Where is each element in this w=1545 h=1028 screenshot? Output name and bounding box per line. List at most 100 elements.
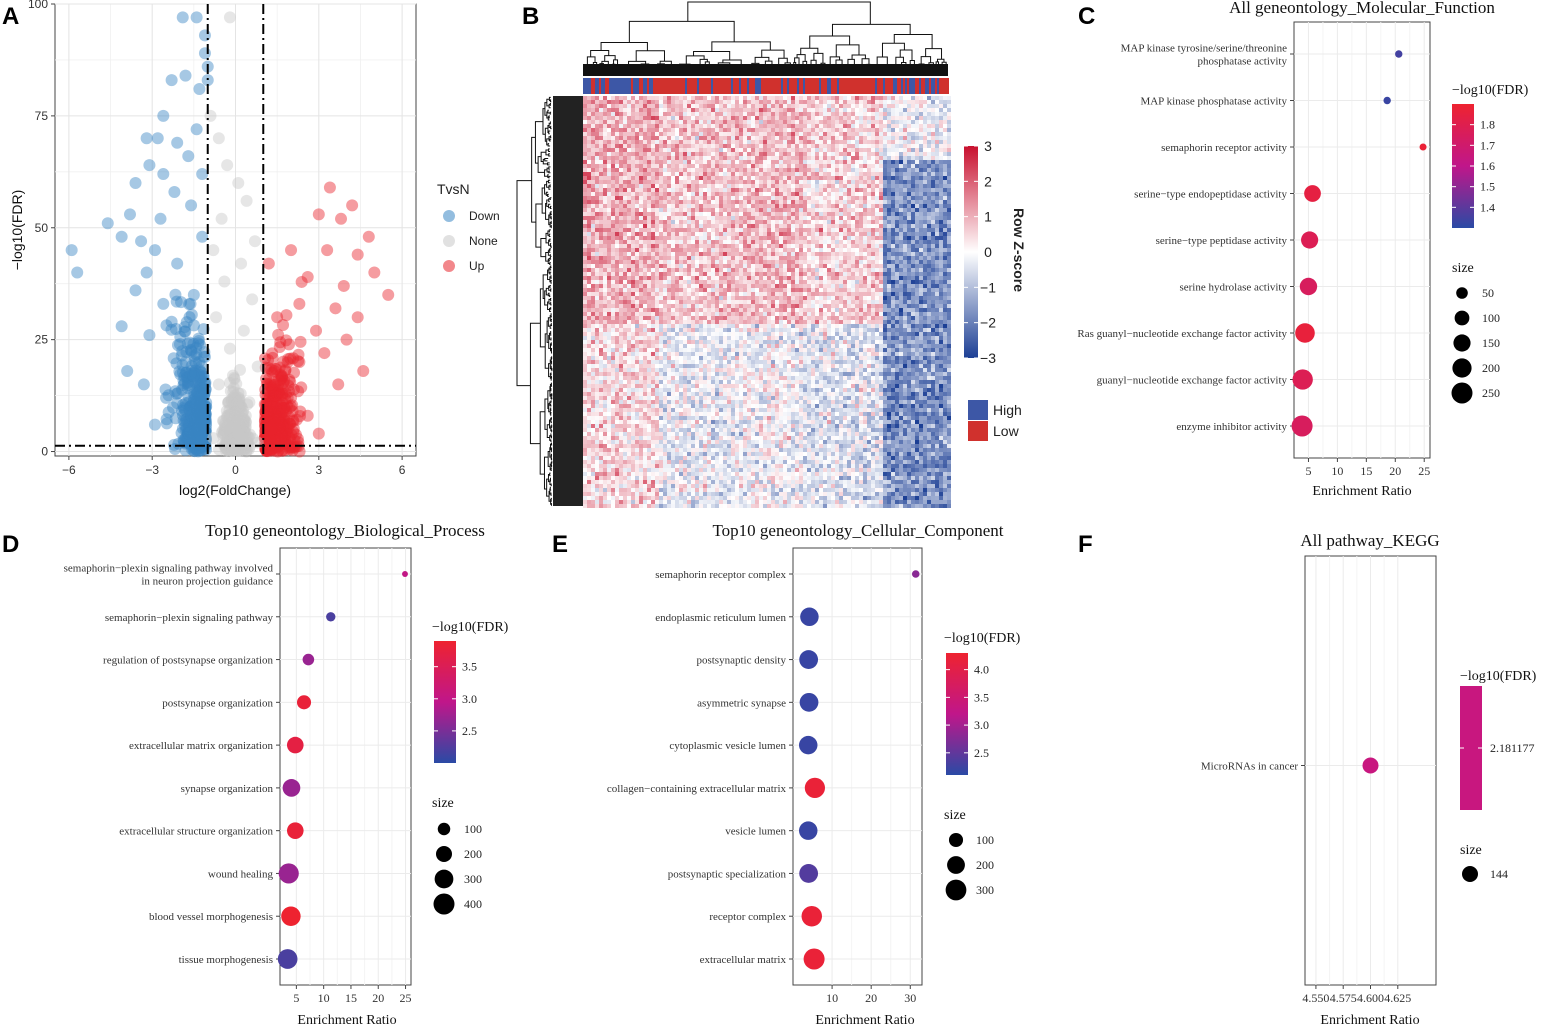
heatmap-cell	[599, 392, 603, 396]
volcano-point-none	[204, 109, 217, 122]
heatmap-cell	[635, 192, 639, 196]
heatmap-cell	[671, 464, 675, 468]
heatmap-cell	[687, 220, 691, 224]
heatmap-cell	[663, 140, 667, 144]
heatmap-cell	[675, 440, 679, 444]
heatmap-cell	[659, 248, 663, 252]
heatmap-cell	[623, 272, 627, 276]
heatmap-cell	[659, 256, 663, 260]
annotation-cell	[603, 78, 605, 94]
heatmap-cell	[695, 120, 699, 124]
heatmap-cell	[671, 500, 675, 504]
heatmap-cell	[687, 212, 691, 216]
heatmap-cell	[667, 240, 671, 244]
annotation-cell	[817, 78, 819, 94]
volcano-point-none	[236, 407, 249, 420]
heatmap-cell	[663, 444, 667, 448]
heatmap-cell	[587, 136, 591, 140]
volcano-point-none	[231, 438, 244, 451]
annotation-cell	[715, 78, 717, 94]
heatmap-cell	[615, 152, 619, 156]
heatmap-cell	[639, 436, 643, 440]
volcano-point-none	[230, 432, 243, 445]
heatmap-cell	[647, 420, 651, 424]
heatmap-cell	[607, 408, 611, 412]
heatmap-cell	[615, 144, 619, 148]
volcano-point-down	[194, 441, 207, 454]
heatmap-cell	[647, 240, 651, 244]
heatmap-cell	[583, 188, 587, 192]
heatmap-cell	[675, 460, 679, 464]
heatmap-cell	[687, 228, 691, 232]
heatmap-cell	[695, 220, 699, 224]
dendrogram-leaves	[583, 64, 948, 76]
heatmap-cell	[691, 392, 695, 396]
volcano-point-down	[197, 434, 210, 447]
heatmap-cell	[643, 460, 647, 464]
heatmap-cell	[603, 284, 607, 288]
heatmap-cell	[679, 252, 683, 256]
heatmap-cell	[655, 136, 659, 140]
heatmap-cell	[647, 348, 651, 352]
heatmap-cell	[631, 424, 635, 428]
heatmap-cell	[583, 116, 587, 120]
heatmap-cell	[623, 436, 627, 440]
heatmap-cell	[595, 204, 599, 208]
heatmap-cell	[695, 404, 699, 408]
heatmap-cell	[615, 356, 619, 360]
heatmap-cell	[663, 156, 667, 160]
heatmap-cell	[695, 368, 699, 372]
heatmap-cell	[587, 436, 591, 440]
heatmap-cell	[583, 176, 587, 180]
heatmap-cell	[655, 348, 659, 352]
heatmap-cell	[655, 260, 659, 264]
heatmap-cell	[643, 336, 647, 340]
heatmap-cell	[647, 340, 651, 344]
heatmap-cell	[699, 200, 703, 204]
volcano-point-none	[232, 407, 245, 420]
heatmap-cell	[647, 212, 651, 216]
heatmap-cell	[611, 452, 615, 456]
heatmap-cell	[607, 372, 611, 376]
heatmap-cell	[671, 244, 675, 248]
volcano-point-down	[193, 411, 206, 424]
dendrogram-branch	[550, 265, 552, 269]
heatmap-cell	[655, 484, 659, 488]
heatmap-cell	[683, 176, 687, 180]
heatmap-cell	[643, 192, 647, 196]
heatmap-cell	[639, 484, 643, 488]
heatmap-cell	[687, 276, 691, 280]
heatmap-cell	[671, 460, 675, 464]
heatmap-cell	[695, 352, 699, 356]
panel-letter-b: B	[522, 3, 539, 30]
heatmap-cell	[655, 472, 659, 476]
heatmap-cell	[675, 300, 679, 304]
heatmap-cell	[667, 332, 671, 336]
dendrogram-branch	[550, 492, 552, 496]
volcano-point-none	[231, 435, 244, 448]
heatmap-cell	[667, 184, 671, 188]
heatmap-cell	[619, 344, 623, 348]
heatmap-cell	[675, 284, 679, 288]
heatmap-cell	[627, 120, 631, 124]
volcano-point-down	[195, 400, 208, 413]
volcano-point-down	[197, 370, 210, 383]
heatmap-cell	[611, 384, 615, 388]
volcano-point-down	[187, 444, 200, 457]
heatmap-cell	[619, 232, 623, 236]
heatmap-cell	[627, 472, 631, 476]
heatmap-cell	[695, 256, 699, 260]
heatmap-cell	[663, 496, 667, 500]
heatmap-cell	[623, 144, 627, 148]
heatmap-cell	[655, 504, 659, 508]
heatmap-cell	[651, 116, 655, 120]
heatmap-cell	[587, 288, 591, 292]
heatmap-cell	[699, 416, 703, 420]
heatmap-cell	[583, 472, 587, 476]
heatmap-cell	[599, 360, 603, 364]
volcano-point-up	[351, 311, 364, 324]
heatmap-cell	[615, 196, 619, 200]
volcano-point-down	[171, 257, 184, 270]
heatmap-cell	[695, 500, 699, 504]
heatmap-cell	[603, 384, 607, 388]
